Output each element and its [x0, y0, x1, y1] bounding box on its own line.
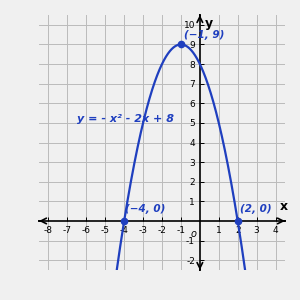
Text: x: x	[280, 200, 288, 213]
Text: y: y	[205, 17, 213, 30]
Text: y = - x² - 2x + 8: y = - x² - 2x + 8	[77, 114, 174, 124]
Text: (2, 0): (2, 0)	[240, 204, 271, 214]
Text: (−4, 0): (−4, 0)	[125, 204, 166, 214]
Text: (−1, 9): (−1, 9)	[184, 31, 224, 40]
Text: o: o	[190, 229, 196, 239]
